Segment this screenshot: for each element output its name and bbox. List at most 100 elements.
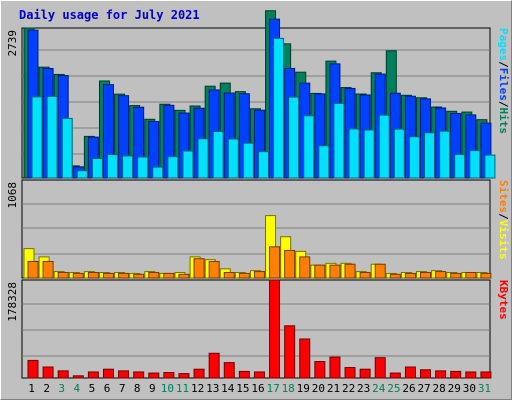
bar-pages-day-19 xyxy=(303,115,315,179)
bar-pages-day-30 xyxy=(469,150,481,179)
bar-kbytes-day-22 xyxy=(344,367,356,379)
bar-pages-day-1 xyxy=(31,96,43,179)
x-tick-label-day-8: 8 xyxy=(134,382,141,395)
bar-kbytes-day-30 xyxy=(465,371,477,379)
x-tick-label-day-17: 17 xyxy=(266,382,279,395)
bar-kbytes-day-17 xyxy=(269,279,281,379)
x-tick-label-day-29: 29 xyxy=(448,382,461,395)
x-tick-label-day-14: 14 xyxy=(221,382,235,395)
bar-sites-day-19 xyxy=(299,256,311,279)
bar-kbytes-day-12 xyxy=(193,368,205,379)
bar-kbytes-day-4 xyxy=(72,375,84,379)
bar-sites-day-18 xyxy=(284,249,296,279)
bar-kbytes-day-27 xyxy=(420,369,432,379)
bar-sites-day-3 xyxy=(57,271,69,279)
bar-kbytes-day-19 xyxy=(299,338,311,379)
bar-sites-day-25 xyxy=(389,273,401,279)
bar-pages-day-5 xyxy=(91,158,103,179)
bar-kbytes-day-16 xyxy=(253,371,265,379)
bar-kbytes-day-8 xyxy=(133,371,145,379)
bar-sites-day-26 xyxy=(404,272,416,279)
bar-pages-day-6 xyxy=(106,154,118,179)
x-tick-label-day-22: 22 xyxy=(342,382,355,395)
bar-kbytes-day-7 xyxy=(118,370,130,379)
x-tick-label-day-23: 23 xyxy=(357,382,370,395)
x-tick-label-day-18: 18 xyxy=(282,382,295,395)
bar-kbytes-day-21 xyxy=(329,356,341,379)
bar-kbytes-day-11 xyxy=(178,373,190,379)
panel-2-legend: Sites/Visits xyxy=(497,180,510,260)
panel-2-area xyxy=(21,179,491,279)
bar-pages-day-14 xyxy=(227,138,239,179)
bar-pages-day-7 xyxy=(122,155,134,179)
bar-kbytes-day-2 xyxy=(42,366,54,379)
bar-sites-day-20 xyxy=(314,264,326,279)
bar-kbytes-day-6 xyxy=(102,368,114,379)
bar-pages-day-9 xyxy=(152,166,164,179)
bar-sites-day-31 xyxy=(480,272,492,279)
x-tick-label-day-25: 25 xyxy=(387,382,400,395)
bar-sites-day-6 xyxy=(102,272,114,279)
x-tick-label-day-2: 2 xyxy=(43,382,50,395)
bar-pages-day-31 xyxy=(484,154,496,179)
bar-kbytes-day-1 xyxy=(27,359,39,379)
x-tick-label-day-4: 4 xyxy=(74,382,81,395)
x-tick-label-day-11: 11 xyxy=(176,382,189,395)
bar-kbytes-day-24 xyxy=(374,357,386,379)
panel-1-legend: Pages/Files/Hits xyxy=(497,28,510,134)
x-tick-label-day-3: 3 xyxy=(58,382,65,395)
x-tick-label-day-19: 19 xyxy=(297,382,310,395)
panel-3-legend: KBytes xyxy=(497,280,510,320)
bar-sites-day-13 xyxy=(208,260,220,279)
x-tick-label-day-31: 31 xyxy=(478,382,491,395)
bar-pages-day-8 xyxy=(137,156,149,179)
chart-title: Daily usage for July 2021 xyxy=(19,8,200,22)
bar-kbytes-day-31 xyxy=(480,371,492,379)
bar-pages-day-13 xyxy=(212,131,224,179)
x-tick-label-day-28: 28 xyxy=(433,382,446,395)
legend-sites: Sites xyxy=(497,180,510,213)
bar-sites-day-5 xyxy=(87,271,99,279)
legend-kbytes: KBytes xyxy=(497,280,510,320)
bar-pages-day-18 xyxy=(288,96,300,179)
bar-pages-day-20 xyxy=(318,145,330,179)
legend-: / xyxy=(497,213,510,220)
bar-sites-day-4 xyxy=(72,272,84,279)
x-tick-label-day-5: 5 xyxy=(89,382,96,395)
bar-sites-day-14 xyxy=(223,271,235,279)
bar-pages-day-21 xyxy=(333,102,345,179)
legend-files: Files xyxy=(497,68,510,101)
bar-kbytes-day-14 xyxy=(223,362,235,379)
legend-visits: Visits xyxy=(497,220,510,260)
bar-kbytes-day-26 xyxy=(404,366,416,379)
bar-sites-day-12 xyxy=(193,258,205,279)
bar-sites-day-24 xyxy=(374,263,386,279)
bar-sites-day-16 xyxy=(253,271,265,279)
bar-pages-day-10 xyxy=(167,156,179,179)
bar-sites-day-11 xyxy=(178,273,190,279)
legend-: / xyxy=(497,61,510,68)
bar-kbytes-day-28 xyxy=(435,370,447,379)
bar-pages-day-22 xyxy=(348,128,360,179)
bar-pages-day-17 xyxy=(273,37,285,179)
bar-pages-day-25 xyxy=(393,128,405,179)
x-tick-label-day-12: 12 xyxy=(191,382,204,395)
bar-pages-day-3 xyxy=(61,117,73,179)
bar-sites-day-29 xyxy=(450,272,462,279)
x-tick-label-day-7: 7 xyxy=(119,382,126,395)
x-tick-label-day-9: 9 xyxy=(149,382,156,395)
x-tick-label-day-15: 15 xyxy=(236,382,249,395)
bar-sites-day-28 xyxy=(435,271,447,279)
legend-: / xyxy=(497,101,510,108)
x-tick-label-day-24: 24 xyxy=(372,382,386,395)
legend-hits: Hits xyxy=(497,108,510,135)
x-tick-label-day-30: 30 xyxy=(463,382,476,395)
bar-sites-day-17 xyxy=(269,246,281,279)
bar-kbytes-day-29 xyxy=(450,370,462,379)
x-tick-label-day-1: 1 xyxy=(28,382,35,395)
bar-sites-day-22 xyxy=(344,263,356,279)
bar-sites-day-1 xyxy=(27,260,39,279)
bar-pages-day-23 xyxy=(363,129,375,179)
panel-3-area xyxy=(21,279,491,379)
